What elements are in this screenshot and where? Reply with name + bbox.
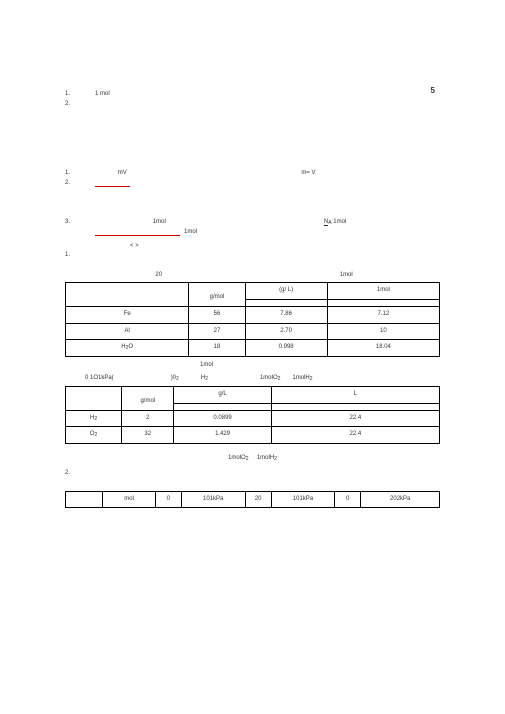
section-b: 1. mV m= V 2. 3. 1mol NA 1mol 1mol < > [65, 169, 440, 251]
table-1: g/mol (g/ L) 1mol Fe 56 7.86 7.12 Al 27 … [65, 282, 440, 356]
label-left: 20 [65, 271, 253, 281]
item-text: 1 mol [95, 90, 110, 100]
label-right: 1mol [253, 271, 441, 281]
item-number: 2. [65, 179, 95, 189]
table-2: g/mol g/L L H2 2 0.0899 22.4 O2 32 1.429… [65, 386, 440, 444]
table-row: H2O 18 0.998 18.04 [66, 340, 440, 357]
section-a: 1. 1 mol 2. [65, 90, 440, 109]
item-number: 1. [65, 90, 95, 100]
label-left: 1mol [93, 218, 269, 228]
section-c: 1. 20 1mol g/mol (g/ L) 1mol Fe 56 7.86 … [65, 251, 440, 463]
list-item: 1mol [65, 228, 440, 238]
table-row: g/mol (g/ L) 1mol [66, 283, 440, 300]
table-row: O2 32 1.429 22.4 [66, 427, 440, 444]
table-row: Fe 56 7.86 7.12 [66, 306, 440, 323]
list-item: 1. [65, 251, 440, 261]
table1-footer: 1mol [200, 361, 440, 371]
label-right: m= V [256, 169, 440, 179]
label-left: mV [93, 169, 257, 179]
list-item: 3. 1mol NA 1mol [65, 218, 440, 228]
label: 1mol [184, 228, 197, 238]
list-item: 2. [65, 179, 440, 189]
page-number: 5 [431, 85, 435, 98]
table1-heading: 20 1mol [65, 271, 440, 281]
item-number: 1. [65, 251, 70, 261]
section-d: 2. mol 0 101kPa 20 101kPa 0 202kPa [65, 469, 440, 508]
blank-underline-long [95, 228, 180, 236]
item-number: 3. [65, 218, 93, 228]
mid-note: 1molO2 1molH2 [65, 454, 440, 464]
page: { "page_number": "5", "section_a": { "it… [0, 0, 505, 714]
table-row: H2 2 0.0899 22.4 [66, 410, 440, 427]
label-right: NA 1mol [269, 218, 440, 228]
list-item: 1. 1 mol [65, 90, 440, 100]
item-number: 2. [65, 100, 95, 110]
table-row: g/mol g/L L [66, 386, 440, 403]
table-row: Al 27 2.70 10 [66, 323, 440, 340]
table-3: mol 0 101kPa 20 101kPa 0 202kPa [65, 491, 440, 509]
angle-label: < > [130, 242, 440, 252]
list-item: 2. [65, 469, 440, 479]
item-number: 2. [65, 469, 70, 479]
blank-underline [95, 179, 130, 187]
item-number: 1. [65, 169, 93, 179]
list-item: 1. mV m= V [65, 169, 440, 179]
list-item: 2. [65, 100, 440, 110]
between-tables-label: 0 1O1kPa( )02 H2 1molO2 1molH2 [85, 374, 440, 384]
